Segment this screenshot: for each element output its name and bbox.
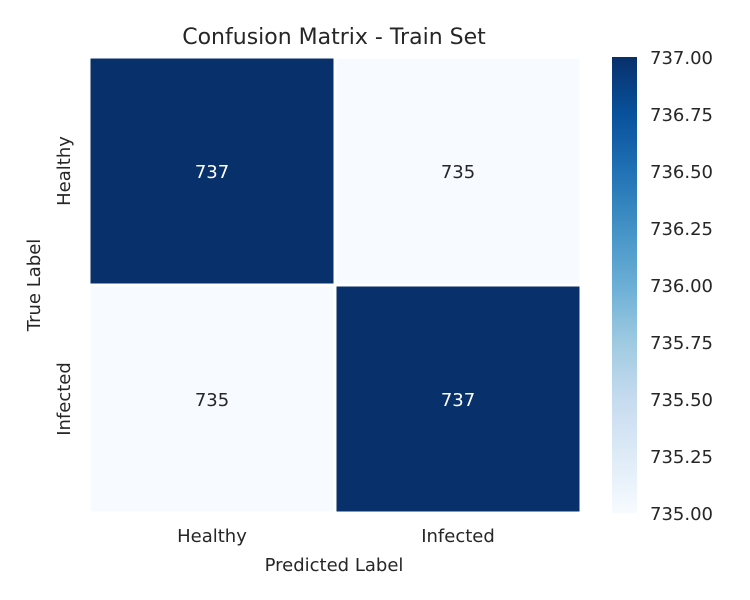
colorbar-tick-label: 736.75 xyxy=(650,105,713,126)
heatmap-cells xyxy=(87,55,583,515)
heatmap-cell xyxy=(333,55,583,287)
y-axis-label: True Label xyxy=(24,239,45,333)
colorbar xyxy=(612,57,637,513)
cell-value-label: 737 xyxy=(195,162,229,183)
x-tick-labels: Healthy Infected xyxy=(177,526,495,547)
colorbar-tick-label: 737.00 xyxy=(650,48,713,69)
x-axis-label: Predicted Label xyxy=(265,555,404,576)
y-tick-label: Healthy xyxy=(54,136,75,206)
colorbar-tick-label: 735.00 xyxy=(650,504,713,525)
colorbar-tick-label: 735.75 xyxy=(650,333,713,354)
cell-value-label: 735 xyxy=(195,390,229,411)
colorbar-tick-label: 736.25 xyxy=(650,219,713,240)
heatmap-cell xyxy=(87,55,337,287)
heatmap-cell xyxy=(333,283,583,515)
cell-value-label: 737 xyxy=(441,390,475,411)
y-tick-labels: Healthy Infected xyxy=(54,136,75,436)
colorbar-tick-labels: 735.00 735.25 735.50 735.75 736.00 736.25 736.… xyxy=(650,48,713,525)
y-tick-label: Infected xyxy=(54,362,75,436)
colorbar-tick-label: 736.00 xyxy=(650,276,713,297)
colorbar-tick-label: 736.50 xyxy=(650,162,713,183)
colorbar-tick-label: 735.50 xyxy=(650,390,713,411)
x-tick-label: Healthy xyxy=(177,526,247,547)
cell-value-label: 735 xyxy=(441,162,475,183)
colorbar-tick-label: 735.25 xyxy=(650,447,713,468)
chart-title: Confusion Matrix - Train Set xyxy=(182,25,486,50)
heatmap-cell-labels: 737 735 735 737 xyxy=(195,162,475,411)
x-tick-label: Infected xyxy=(421,526,495,547)
heatmap-cell xyxy=(87,283,337,515)
